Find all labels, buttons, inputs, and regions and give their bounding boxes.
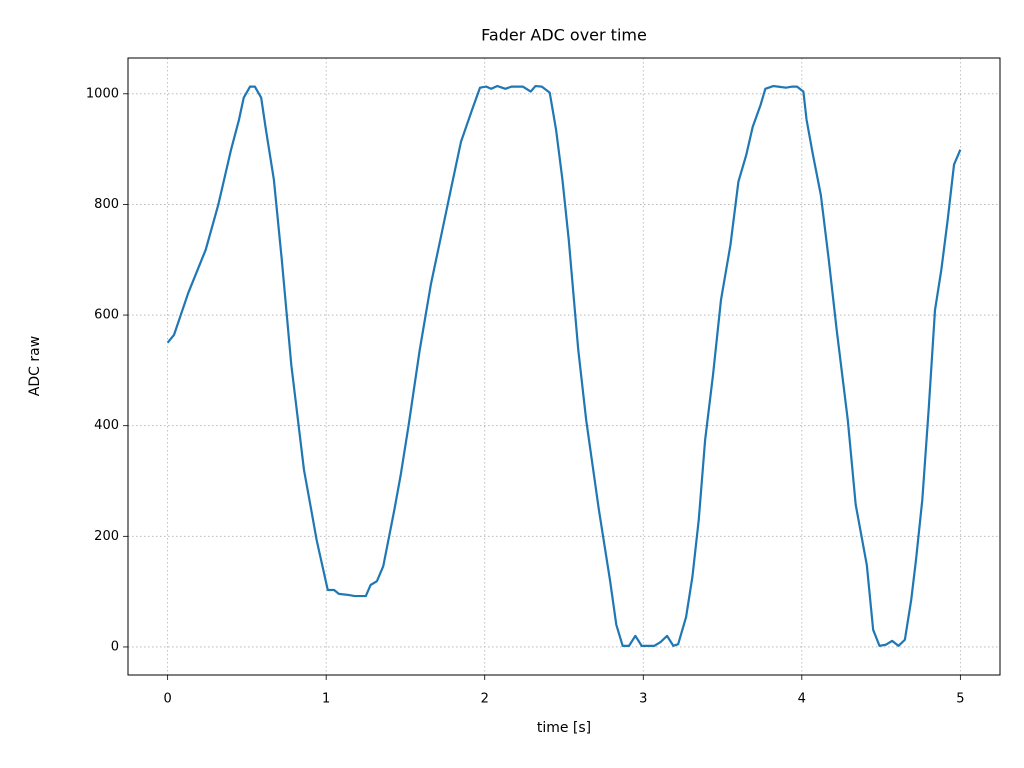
x-tick-label: 1 [322,692,330,707]
y-tick-label: 800 [94,197,119,212]
y-tick-label: 400 [94,418,119,433]
axes-frame [127,57,1001,676]
x-tick-label: 3 [639,692,647,707]
x-axis-label: time [s] [537,720,591,736]
chart-title: Fader ADC over time [481,26,647,45]
plot-area [128,58,1000,675]
x-tick-label: 4 [798,692,806,707]
data-line [166,84,962,647]
y-tick-label: 600 [94,308,119,323]
x-tick-label: 5 [956,692,964,707]
y-tick-label: 200 [94,529,119,544]
y-tick-label: 0 [111,639,119,654]
x-tick-label: 2 [481,692,489,707]
y-axis-label: ADC raw [27,336,43,396]
y-tick-label: 1000 [86,86,119,101]
x-tick-label: 0 [163,692,171,707]
